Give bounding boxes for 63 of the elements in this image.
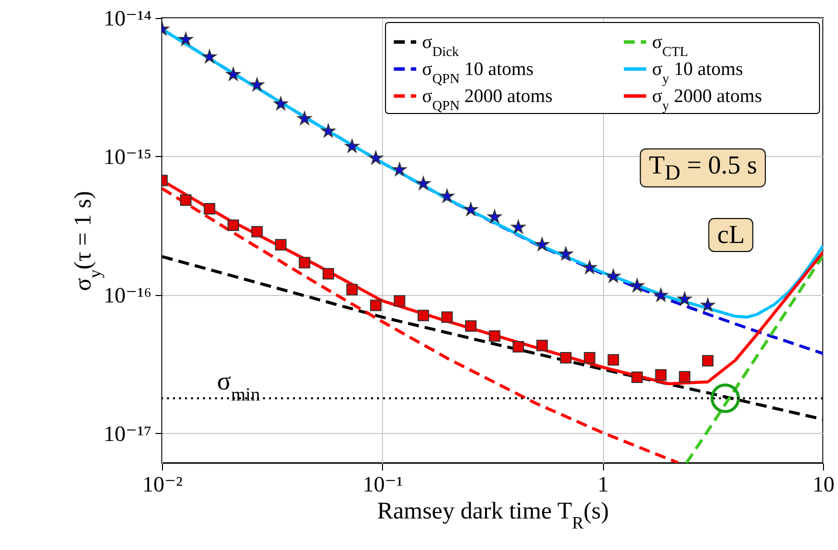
legend-label: σ$_{y}$ 2000 atoms: [652, 86, 762, 112]
point: [606, 268, 620, 282]
y-tick-label: 10⁻¹⁶: [104, 282, 152, 308]
point: [441, 311, 453, 323]
point: [202, 50, 217, 64]
point: [204, 202, 216, 214]
point: [608, 354, 620, 366]
x-tick-label: 10⁻¹: [362, 472, 403, 496]
x-tick-label: 10⁻²: [142, 472, 184, 496]
point: [298, 256, 310, 268]
point: [700, 298, 715, 312]
point: [464, 202, 478, 216]
x-tick-label: 1: [598, 472, 609, 496]
point: [392, 162, 407, 176]
legend-label: σ$_{y}$ 10 atoms: [652, 59, 743, 86]
point: [536, 340, 548, 352]
point: [416, 176, 430, 190]
point: [228, 220, 240, 232]
point: [582, 260, 597, 274]
y-tick-label: 10⁻¹⁴: [104, 6, 152, 30]
point: [511, 220, 526, 234]
point: [370, 300, 382, 312]
point: [465, 320, 477, 332]
point: [702, 355, 714, 367]
point: [178, 32, 193, 46]
point: [368, 150, 383, 164]
point: [418, 310, 430, 322]
y-tick-label: 10⁻¹⁷: [104, 420, 152, 446]
point: [535, 237, 550, 251]
point: [488, 210, 502, 224]
point: [344, 139, 360, 153]
point: [346, 284, 358, 296]
point: [488, 330, 500, 342]
point: [180, 194, 192, 206]
point: [631, 372, 643, 383]
legend-label: σ$_{QPN}$ 10 atoms: [422, 59, 534, 86]
point: [560, 352, 572, 364]
point: [251, 226, 263, 238]
point: [558, 246, 573, 260]
x-axis-title: Ramsey dark time T$_{R}$(s): [377, 498, 609, 532]
point: [440, 189, 454, 203]
x-tick-label: 10: [812, 472, 834, 496]
point: [678, 371, 690, 383]
point: [394, 295, 406, 307]
point: [655, 369, 667, 381]
legend-label: σ$_{CTL}$: [652, 32, 688, 58]
point: [275, 239, 287, 251]
y-tick-label: 10⁻¹⁵: [104, 144, 152, 169]
point: [274, 96, 288, 110]
legend-label: σ$_{QPN}$ 2000 atoms: [422, 86, 553, 112]
point: [250, 78, 264, 92]
point: [630, 278, 644, 292]
point: [226, 67, 240, 81]
point: [322, 268, 334, 280]
point: [297, 111, 312, 125]
annotation: cL: [708, 218, 754, 252]
point: [584, 352, 596, 364]
point: [654, 288, 668, 302]
point: [321, 124, 336, 138]
point: [512, 340, 524, 352]
annotation: T$_{D}$ = 0.5 s: [640, 148, 766, 188]
point: [678, 292, 692, 306]
legend-label: σ$_{Dick}$: [422, 32, 460, 58]
